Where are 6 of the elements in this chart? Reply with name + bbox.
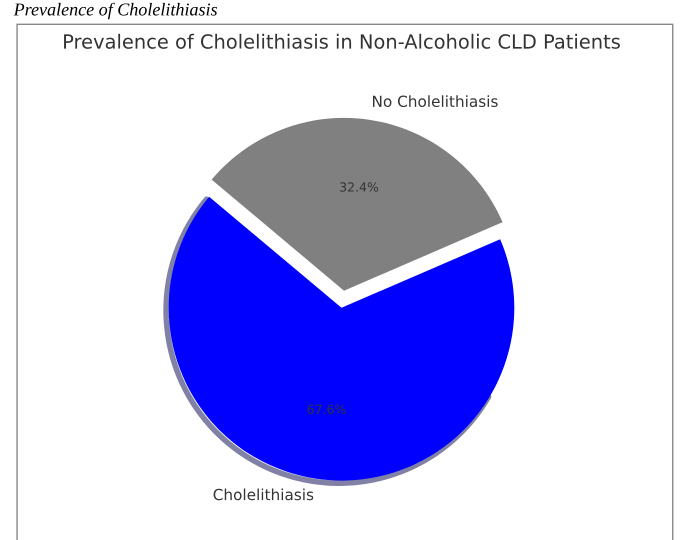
data-label: 32.4% (340, 182, 378, 192)
chart-title: Prevalence of Cholelithiasis in Non-Alcoholic CLD Patients (64, 34, 620, 49)
data-label: 67.6% (308, 404, 346, 414)
slice-label: Cholelithiasis (214, 488, 314, 500)
text: Prevalence of Cholelithiasis (14, 2, 218, 20)
slice-label: No Cholelithiasis (373, 95, 498, 108)
